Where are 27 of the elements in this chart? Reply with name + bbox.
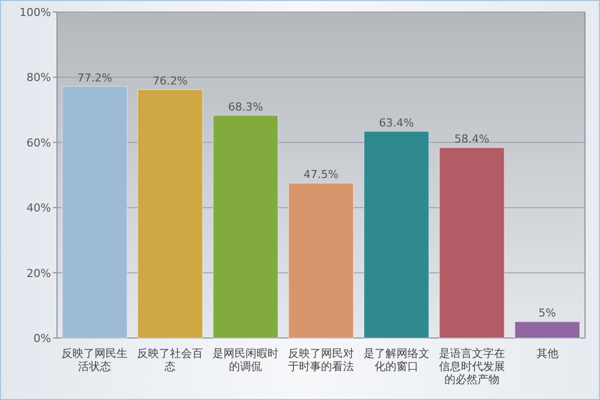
bar bbox=[288, 182, 354, 338]
data-label: 47.5% bbox=[304, 168, 338, 182]
x-tick-label: 其他 bbox=[536, 347, 558, 360]
data-label: 5% bbox=[538, 306, 556, 320]
x-tick-label: 反映了网民生活状态 bbox=[62, 347, 128, 373]
y-tick-label: 100% bbox=[20, 6, 51, 19]
data-label: 63.4% bbox=[378, 116, 414, 130]
y-tick-label: 60% bbox=[26, 136, 51, 150]
y-tick-label: 40% bbox=[26, 202, 51, 215]
x-tick-label: 反映了网民对于时事的看法 bbox=[288, 347, 354, 373]
y-tick-label: 80% bbox=[26, 71, 51, 84]
x-tick-label: 是了解网络文化的窗口 bbox=[363, 347, 430, 373]
bar bbox=[62, 86, 128, 338]
bar bbox=[438, 147, 505, 338]
x-tick-label: 是网民闲暇时的调侃 bbox=[212, 347, 279, 373]
bar bbox=[514, 321, 580, 338]
data-label: 68.3% bbox=[228, 100, 264, 114]
data-label: 77.2% bbox=[77, 71, 112, 84]
y-tick-label: 20% bbox=[26, 266, 51, 280]
bar bbox=[137, 89, 204, 338]
data-label: 58.4% bbox=[454, 132, 490, 146]
data-label: 76.2% bbox=[152, 74, 188, 88]
x-tick-label: 是语言文字在信息时代发展的必然产物 bbox=[438, 347, 505, 386]
x-tick-label: 反映了社会百态 bbox=[137, 347, 204, 373]
y-tick-label: 0% bbox=[34, 332, 51, 345]
bar bbox=[363, 130, 430, 338]
bar bbox=[212, 114, 279, 338]
